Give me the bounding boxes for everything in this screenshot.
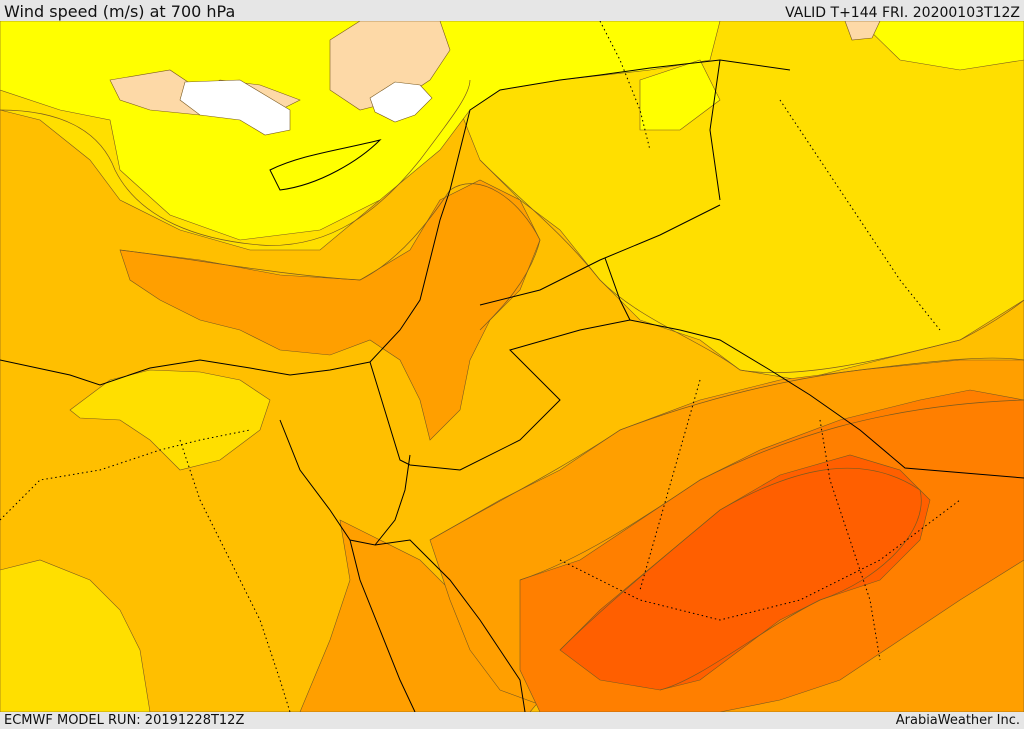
red-sea-west-coast: [349, 539, 416, 712]
contour-line: [559, 467, 922, 691]
admin-borders: [0, 21, 961, 712]
peach-patch-east: [844, 21, 881, 41]
admin-border: [779, 99, 941, 331]
saudi-border: [369, 319, 1024, 479]
contour-line: [0, 79, 471, 246]
peach-patch-north: [329, 21, 451, 111]
levant-coastline: [369, 59, 791, 363]
admin-border: [559, 499, 961, 621]
admin-border: [179, 439, 291, 712]
admin-border: [0, 429, 251, 521]
levant-orange-band: [119, 179, 541, 441]
speed-contours: [0, 79, 1024, 691]
map-title: Wind speed (m/s) at 700 hPa: [4, 2, 236, 21]
southwest-gold-region: [0, 559, 151, 712]
iraq-west-border: [709, 59, 721, 201]
admin-border: [819, 419, 881, 661]
mediterranean-yellow-lobe: [0, 21, 721, 241]
white-calm-pocket-west: [179, 79, 291, 136]
bottom-bar: ECMWF MODEL RUN: 20191228T12Z ArabiaWeat…: [0, 712, 1024, 729]
white-calm-pocket-east: [369, 81, 433, 123]
contour-line: [119, 183, 541, 331]
syria-iraq-border: [479, 204, 721, 306]
admin-border: [599, 21, 651, 151]
red-sea-east-coast: [374, 539, 526, 712]
model-run: ECMWF MODEL RUN: 20191228T12Z: [4, 713, 245, 728]
egypt-gold-region: [69, 369, 271, 471]
egypt-coastline: [0, 359, 371, 386]
credit-label: ArabiaWeather Inc.: [895, 713, 1020, 728]
contour-line: [429, 357, 1024, 541]
wind-speed-map: [0, 21, 1024, 712]
jordan-border: [604, 257, 631, 321]
admin-border: [639, 379, 701, 591]
contour-line: [479, 159, 1024, 374]
sinai-coast: [279, 419, 411, 546]
valid-time: VALID T+144 FRI. 20200103T12Z: [785, 5, 1020, 21]
far-northeast-yellow-patch: [859, 21, 1024, 71]
top-bar: Wind speed (m/s) at 700 hPa VALID T+144 …: [0, 0, 1024, 21]
cyprus-outline: [269, 139, 382, 191]
contour-line: [519, 399, 1024, 581]
country-borders: [0, 59, 1024, 712]
